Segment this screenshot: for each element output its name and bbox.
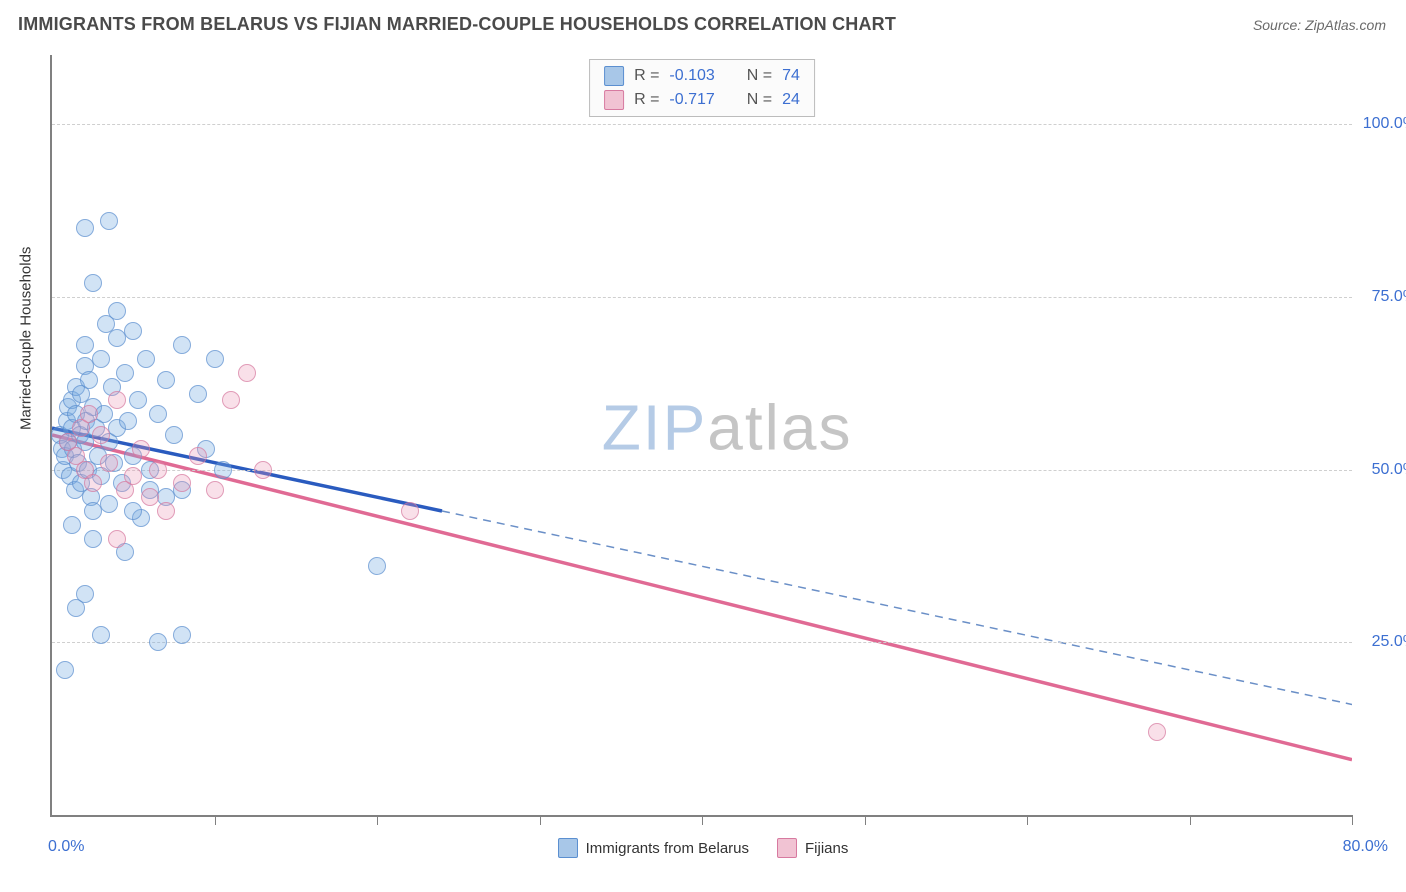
scatter-point [157,371,175,389]
scatter-point [119,412,137,430]
scatter-point [214,461,232,479]
y-tick-label: 25.0% [1362,633,1406,651]
scatter-point [124,502,142,520]
n-value: 74 [782,64,800,88]
scatter-point [76,219,94,237]
scatter-point [238,364,256,382]
y-tick-label: 75.0% [1362,288,1406,306]
scatter-point [80,371,98,389]
top-legend-row: R = -0.717 N = 24 [604,88,800,112]
n-label: N = [747,64,772,88]
gridline [52,297,1352,298]
x-tick [702,815,703,825]
x-tick [1190,815,1191,825]
scatter-point [100,495,118,513]
scatter-point [108,391,126,409]
y-axis-title: Married-couple Households [18,247,35,430]
scatter-point [108,530,126,548]
scatter-point [108,329,126,347]
top-legend-row: R = -0.103 N = 74 [604,64,800,88]
r-label: R = [634,64,659,88]
scatter-point [92,426,110,444]
scatter-point [137,350,155,368]
scatter-point [124,322,142,340]
scatter-point [157,502,175,520]
scatter-point [56,661,74,679]
top-legend: R = -0.103 N = 74 R = -0.717 N = 24 [589,59,815,117]
x-tick [865,815,866,825]
scatter-point [173,626,191,644]
r-value: -0.103 [669,64,714,88]
scatter-point [129,391,147,409]
bottom-legend-item: Fijians [777,838,848,858]
scatter-point [84,274,102,292]
y-tick-label: 50.0% [1362,461,1406,479]
y-tick-label: 100.0% [1362,115,1406,133]
scatter-point [149,405,167,423]
x-tick [1352,815,1353,825]
gridline [52,642,1352,643]
x-tick [540,815,541,825]
scatter-point [80,405,98,423]
scatter-point [141,488,159,506]
legend-swatch [777,838,797,858]
source-label: Source: ZipAtlas.com [1253,17,1386,33]
scatter-point [108,302,126,320]
scatter-point [401,502,419,520]
scatter-point [76,336,94,354]
n-value: 24 [782,88,800,112]
r-label: R = [634,88,659,112]
scatter-point [100,212,118,230]
chart-title: IMMIGRANTS FROM BELARUS VS FIJIAN MARRIE… [18,14,896,35]
scatter-point [189,385,207,403]
n-label: N = [747,88,772,112]
scatter-point [132,440,150,458]
r-value: -0.717 [669,88,714,112]
legend-swatch [604,90,624,110]
gridline [52,124,1352,125]
scatter-point [84,474,102,492]
legend-label: Immigrants from Belarus [586,840,749,857]
scatter-point [76,585,94,603]
legend-label: Fijians [805,840,848,857]
scatter-point [84,530,102,548]
scatter-point [149,461,167,479]
scatter-point [100,454,118,472]
bottom-legend: Immigrants from Belarus Fijians [0,838,1406,858]
x-tick [215,815,216,825]
x-tick [1027,815,1028,825]
scatter-point [149,633,167,651]
scatter-point [165,426,183,444]
scatter-point [92,350,110,368]
scatter-point [254,461,272,479]
legend-swatch [604,66,624,86]
x-tick [377,815,378,825]
watermark: ZIPatlas [602,391,853,465]
bottom-legend-item: Immigrants from Belarus [558,838,749,858]
scatter-point [124,467,142,485]
trendlines-svg [52,55,1352,815]
scatter-point [173,474,191,492]
scatter-point [222,391,240,409]
scatter-point [206,350,224,368]
scatter-point [116,364,134,382]
scatter-point [206,481,224,499]
plot-area: ZIPatlas R =-0.103N =74R =-0.717N =24 25… [50,55,1352,817]
scatter-point [368,557,386,575]
scatter-point [63,516,81,534]
scatter-point [189,447,207,465]
scatter-point [92,626,110,644]
gridline [52,470,1352,471]
legend-swatch [558,838,578,858]
scatter-point [1148,723,1166,741]
scatter-point [173,336,191,354]
